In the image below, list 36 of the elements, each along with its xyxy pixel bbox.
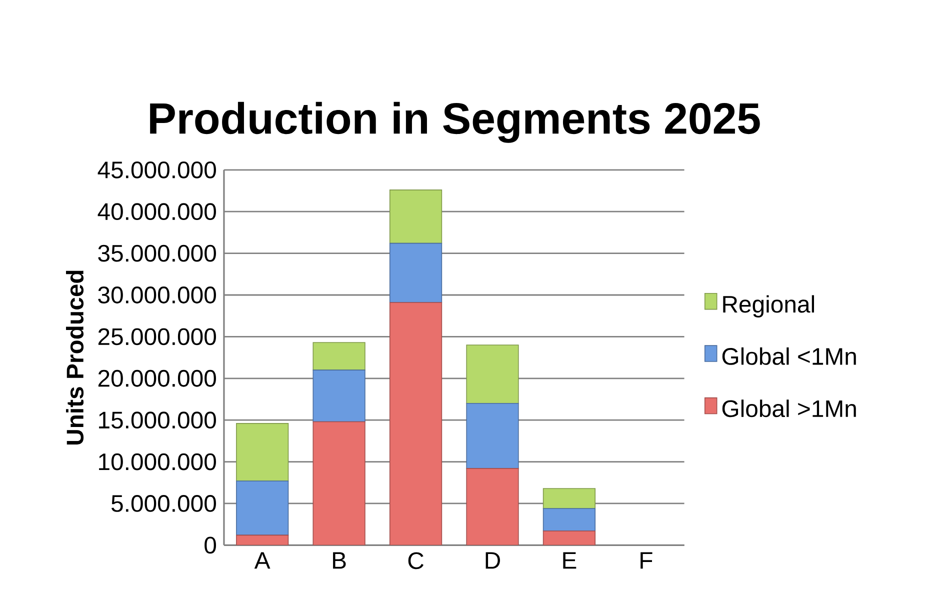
chart-title: Production in Segments 2025 bbox=[150, 102, 760, 143]
bar bbox=[542, 488, 596, 509]
x-tick-label: A bbox=[254, 552, 270, 569]
bar bbox=[312, 370, 366, 422]
y-tick-label: 10.000.000 bbox=[99, 453, 216, 470]
y-tick-label: 0 bbox=[204, 536, 216, 554]
x-tick-label: B bbox=[333, 552, 346, 569]
x-tick-label: E bbox=[563, 552, 576, 569]
x-tick-label: D bbox=[486, 552, 500, 569]
y-axis-title: Units Produced bbox=[66, 270, 84, 444]
y-tick-label: 15.000.000 bbox=[99, 412, 216, 429]
bar bbox=[236, 423, 289, 482]
bar bbox=[236, 480, 289, 536]
bar bbox=[542, 530, 596, 546]
legend-label: Regional bbox=[723, 295, 814, 318]
y-tick-label: 20.000.000 bbox=[98, 370, 216, 387]
bar bbox=[466, 402, 519, 469]
y-tick-label: 5.000.000 bbox=[112, 495, 216, 512]
bar bbox=[312, 421, 366, 546]
y-tick-label: 45.000.000 bbox=[98, 161, 216, 178]
legend-label: Global <1Mn bbox=[722, 347, 856, 365]
bar bbox=[389, 302, 442, 546]
bar bbox=[236, 535, 288, 546]
y-tick-label: 35.000.000 bbox=[98, 244, 216, 262]
bar bbox=[466, 344, 519, 404]
y-tick-label: 25.000.000 bbox=[98, 328, 216, 346]
bar bbox=[312, 342, 366, 370]
x-tick-label: C bbox=[408, 552, 424, 570]
bar bbox=[389, 242, 442, 303]
bar bbox=[389, 190, 442, 244]
legend-label: Global >1Mn bbox=[722, 400, 856, 418]
bar bbox=[542, 508, 596, 532]
y-tick-label: 30.000.000 bbox=[98, 286, 216, 304]
bar bbox=[466, 468, 519, 546]
y-tick-label: 40.000.000 bbox=[98, 203, 216, 220]
x-tick-label: F bbox=[640, 552, 652, 569]
